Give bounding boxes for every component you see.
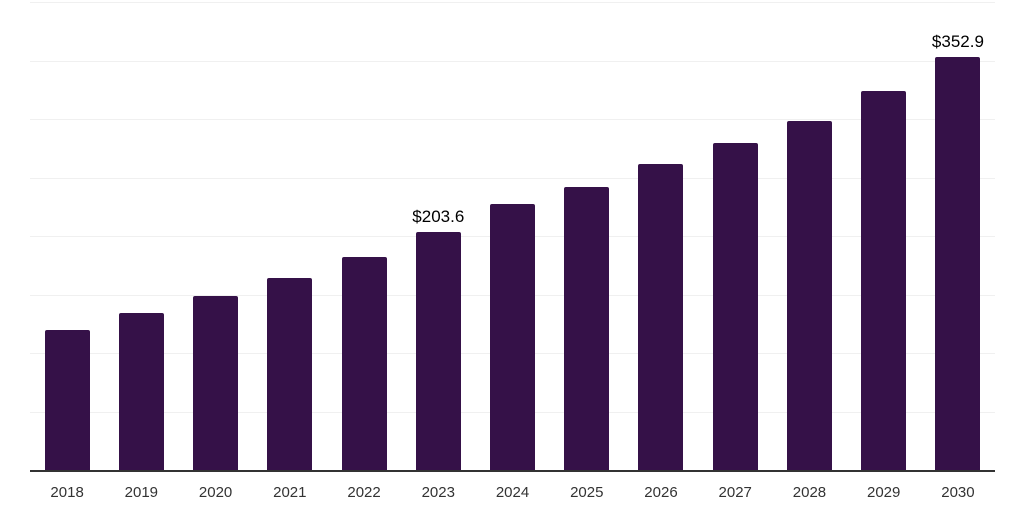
- x-tick-label-2025: 2025: [570, 484, 604, 501]
- x-tick-label-2022: 2022: [347, 484, 381, 501]
- bar-band-2025: [550, 2, 624, 470]
- bar-band-2027: [698, 2, 772, 470]
- bar-band-2022: [327, 2, 401, 470]
- x-tick-label-2023: 2023: [421, 484, 455, 501]
- gridline: [30, 177, 995, 179]
- bar-band-2026: [624, 2, 698, 470]
- bar-band-2021: [253, 2, 327, 470]
- bar-band-2029: [847, 2, 921, 470]
- plot-area: $203.6 $352.9: [30, 2, 995, 472]
- x-axis-labels: 2018 2019 2020 2021 2022 2023 2024 2025 2026 2027…: [30, 482, 995, 504]
- bar-2029: [861, 91, 907, 470]
- data-label-2030: $352.9: [931, 32, 984, 52]
- bar-band-2023: $203.6: [401, 2, 475, 470]
- data-label-2023: $203.6: [412, 206, 465, 226]
- gridline: [30, 119, 995, 120]
- bar-2028: [786, 121, 832, 470]
- bar-2022: [341, 256, 387, 470]
- bar-2021: [267, 277, 313, 470]
- bars-layer: $203.6 $352.9: [30, 2, 995, 470]
- bar-2024: [490, 203, 536, 470]
- x-tick-label-2026: 2026: [644, 484, 678, 501]
- x-tick-label-2029: 2029: [867, 484, 901, 501]
- bar-2019: [118, 313, 164, 470]
- x-tick-label-2030: 2030: [941, 484, 975, 501]
- bar-2030: [935, 57, 981, 470]
- x-tick-label-2020: 2020: [198, 484, 233, 501]
- bar-band-2024: [475, 2, 549, 470]
- gridline: [30, 60, 995, 62]
- bar-2026: [638, 163, 684, 470]
- bar-band-2018: [30, 2, 104, 470]
- x-tick-label-2024: 2024: [495, 484, 530, 501]
- bar-2023: [415, 231, 461, 470]
- bar-band-2020: [178, 2, 252, 470]
- x-tick-label-2028: 2028: [792, 484, 827, 501]
- bar-band-2028: [772, 2, 846, 470]
- x-tick-label-2019: 2019: [124, 484, 159, 501]
- bar-2020: [193, 295, 239, 470]
- x-tick-label-2018: 2018: [50, 484, 84, 501]
- bar-band-2030: $352.9: [921, 2, 995, 470]
- gridline: [30, 2, 995, 3]
- bar-2018: [44, 330, 90, 470]
- bar-2027: [712, 143, 758, 470]
- bar-2025: [564, 186, 610, 470]
- x-tick-label-2021: 2021: [273, 484, 307, 501]
- bar-band-2019: [104, 2, 178, 470]
- x-tick-label-2027: 2027: [718, 484, 752, 501]
